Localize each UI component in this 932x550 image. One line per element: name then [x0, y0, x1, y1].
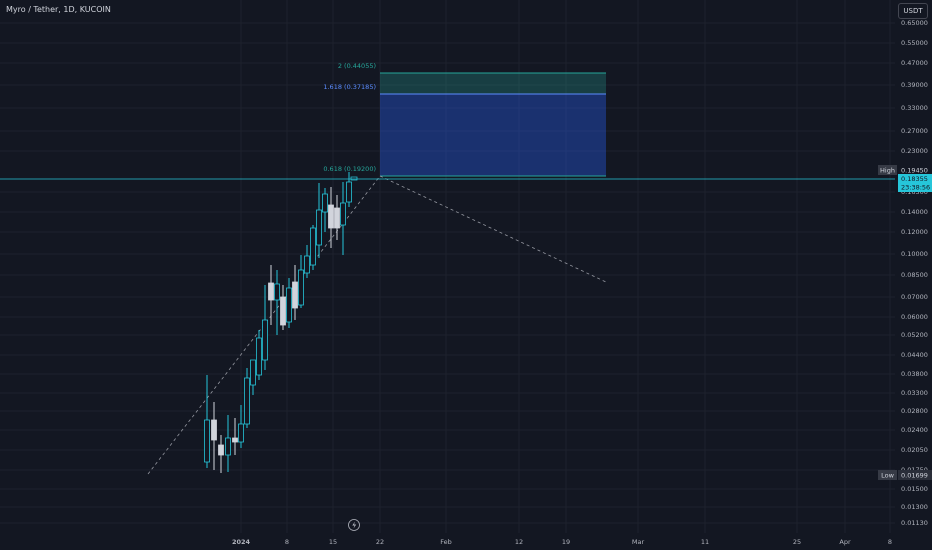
candle[interactable] — [268, 265, 274, 325]
price-axis[interactable]: 0.65000 0.55000 0.47000 0.39000 0.33000 0.270… — [901, 19, 928, 527]
high-value-box — [898, 165, 932, 175]
bolt-icon[interactable] — [348, 519, 360, 531]
candle[interactable] — [238, 405, 244, 448]
time-tick-label: Apr — [839, 538, 851, 546]
candle[interactable] — [218, 435, 224, 473]
time-axis[interactable]: 2024 8 15 22 Feb 12 19 Mar 11 25 Apr 8 — [232, 538, 892, 546]
candle[interactable] — [274, 270, 280, 335]
time-tick-label: 8 — [888, 538, 892, 546]
time-tick-label: 19 — [562, 538, 570, 546]
candle[interactable] — [304, 245, 310, 278]
candle[interactable] — [232, 418, 238, 455]
current-price-value: 0.18355 — [901, 175, 928, 183]
low-value-box — [898, 470, 932, 480]
price-tick-label: 0.05200 — [901, 331, 928, 339]
candle[interactable] — [334, 195, 340, 240]
candle[interactable] — [322, 188, 328, 232]
candle[interactable] — [292, 265, 298, 320]
candle[interactable] — [310, 225, 316, 270]
fib-label-1618: 1.618 (0.37185) — [323, 83, 376, 91]
candle[interactable] — [204, 375, 210, 468]
candle[interactable] — [346, 172, 352, 207]
candle[interactable] — [286, 278, 292, 328]
alert-marker-icon[interactable] — [350, 176, 358, 181]
price-tick-label: 0.03300 — [901, 389, 928, 397]
candle[interactable] — [280, 285, 286, 330]
low-value: 0.01699 — [901, 472, 928, 480]
price-tick-label: 0.06000 — [901, 313, 928, 321]
candle[interactable] — [340, 182, 346, 255]
price-tick-label: 0.07000 — [901, 293, 928, 301]
price-tick-label: 0.02800 — [901, 407, 928, 415]
time-tick-label: 25 — [793, 538, 801, 546]
high-label: High — [880, 167, 895, 175]
price-tick-label: 0.01300 — [901, 503, 928, 511]
time-tick-label: Feb — [440, 538, 452, 546]
candle[interactable] — [225, 415, 231, 472]
chart-title: Myro / Tether, 1D, KUCOIN — [6, 5, 111, 14]
time-tick-label: 22 — [376, 538, 384, 546]
price-tick-label: 0.39000 — [901, 81, 928, 89]
price-tick-label: 0.10000 — [901, 250, 928, 258]
candle[interactable] — [244, 368, 250, 428]
price-tick-label: 0.33000 — [901, 104, 928, 112]
candlestick-series[interactable] — [204, 172, 352, 473]
price-tick-label: 0.01500 — [901, 485, 928, 493]
high-value: 0.19450 — [901, 167, 928, 175]
price-tick-label: 0.14000 — [901, 208, 928, 216]
candle[interactable] — [262, 285, 268, 370]
price-tick-label: 0.04400 — [901, 351, 928, 359]
price-tick-label: 0.12000 — [901, 228, 928, 236]
price-tick-label: 0.23000 — [901, 147, 928, 155]
candle[interactable] — [211, 402, 217, 470]
price-tick-label: 0.03800 — [901, 370, 928, 378]
price-tick-label: 0.65000 — [901, 19, 928, 27]
candle[interactable] — [256, 330, 262, 380]
time-tick-label: 8 — [285, 538, 289, 546]
currency-button[interactable]: USDT — [898, 3, 928, 19]
price-tick-label: 0.27000 — [901, 127, 928, 135]
price-tick-label: 0.47000 — [901, 59, 928, 67]
fib-zone-lower — [380, 94, 606, 176]
time-tick-label: 11 — [701, 538, 709, 546]
bar-countdown: 23:38:56 — [901, 184, 930, 192]
chart-grid — [0, 0, 895, 533]
price-tick-label: 0.01130 — [901, 519, 928, 527]
candle[interactable] — [328, 187, 334, 248]
price-tick-label: 0.55000 — [901, 39, 928, 47]
low-label-box — [878, 470, 897, 480]
fib-zone-upper — [380, 73, 606, 94]
current-price-tag — [898, 174, 932, 192]
high-label-box — [878, 165, 897, 175]
candle[interactable] — [298, 255, 304, 308]
price-tick-label: 0.08500 — [901, 271, 928, 279]
time-tick-label: 12 — [515, 538, 523, 546]
candle[interactable] — [250, 359, 256, 395]
fib-label-2: 2 (0.44055) — [338, 62, 376, 70]
low-label: Low — [881, 472, 894, 480]
candle[interactable] — [316, 183, 322, 258]
price-tick-label: 0.02050 — [901, 446, 928, 454]
price-tick-label: 0.02400 — [901, 426, 928, 434]
time-tick-label: Mar — [632, 538, 645, 546]
fib-label-0618: 0.618 (0.19200) — [323, 165, 376, 173]
time-tick-label: 2024 — [232, 538, 251, 546]
time-tick-label: 15 — [329, 538, 337, 546]
